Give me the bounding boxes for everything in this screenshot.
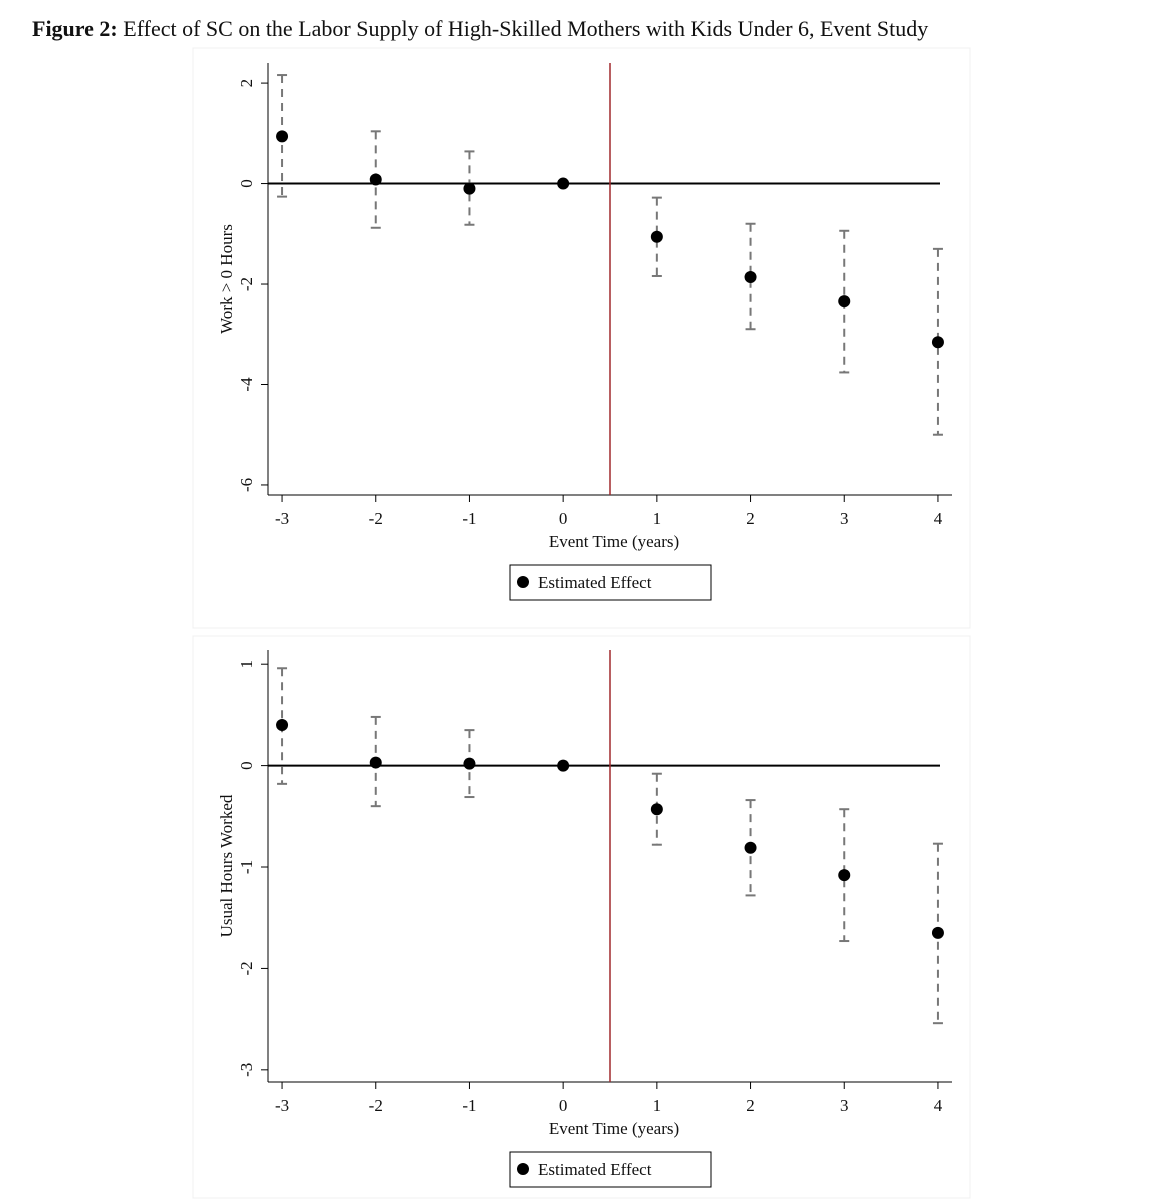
legend-label: Estimated Effect <box>538 1160 652 1179</box>
x-tick-label: -3 <box>275 1096 289 1115</box>
x-tick-label: -1 <box>462 509 476 528</box>
x-tick-label: 2 <box>746 509 755 528</box>
x-tick-label: 1 <box>653 1096 662 1115</box>
legend <box>509 564 712 601</box>
legend-marker <box>517 1163 529 1175</box>
point <box>369 173 382 186</box>
point <box>557 177 570 190</box>
figure-title: Figure 2: Effect of SC on the Labor Supp… <box>32 16 928 41</box>
y-tick-label: 0 <box>237 761 256 770</box>
legend <box>509 1151 712 1188</box>
y-tick-label: 0 <box>237 179 256 188</box>
point <box>650 803 663 816</box>
point <box>931 336 944 349</box>
legend-marker <box>517 576 529 588</box>
x-tick-label: -2 <box>369 509 383 528</box>
y-tick-label: 1 <box>237 660 256 669</box>
y-tick-label: -4 <box>237 377 256 392</box>
x-tick-label: 4 <box>934 1096 943 1115</box>
x-tick-label: 4 <box>934 509 943 528</box>
x-tick-label: 0 <box>559 509 568 528</box>
point <box>463 182 476 195</box>
x-tick-label: 1 <box>653 509 662 528</box>
point <box>650 230 663 243</box>
x-tick-label: -2 <box>369 1096 383 1115</box>
point <box>557 759 570 772</box>
point <box>276 130 289 143</box>
point <box>838 295 851 308</box>
x-tick-label: 3 <box>840 1096 849 1115</box>
y-axis-label: Work > 0 Hours <box>217 224 236 334</box>
x-tick-label: 3 <box>840 509 849 528</box>
point <box>463 757 476 770</box>
y-axis-label: Usual Hours Worked <box>217 794 236 937</box>
y-tick-label: -1 <box>237 860 256 874</box>
chart-background <box>192 47 971 629</box>
chart-background <box>192 635 971 1199</box>
y-tick-label: -2 <box>237 277 256 291</box>
y-tick-label: -2 <box>237 961 256 975</box>
chart: 1 0 -1 -2 -3 -3 -2 -1 0 1 2 3 4 Event Time (years) Usu… <box>192 635 971 1199</box>
legend-label: Estimated Effect <box>538 573 652 592</box>
point <box>744 270 757 283</box>
y-tick-label: -6 <box>237 478 256 492</box>
y-tick-label: -3 <box>237 1063 256 1077</box>
x-tick-label: 2 <box>746 1096 755 1115</box>
x-tick-label: -3 <box>275 509 289 528</box>
point <box>276 719 289 732</box>
point <box>931 926 944 939</box>
x-axis-label: Event Time (years) <box>549 1119 679 1138</box>
x-tick-label: -1 <box>462 1096 476 1115</box>
figure-label: Figure 2: <box>32 16 118 41</box>
point <box>744 841 757 854</box>
chart: 2 0 -2 -4 -6 -3 -2 -1 0 1 2 3 4 Event Time (years) Wor… <box>192 47 971 629</box>
x-tick-label: 0 <box>559 1096 568 1115</box>
point <box>838 869 851 882</box>
figure-title-text: Effect of SC on the Labor Supply of High… <box>123 16 928 41</box>
x-axis-label: Event Time (years) <box>549 532 679 551</box>
y-tick-label: 2 <box>237 79 256 88</box>
point <box>369 756 382 769</box>
